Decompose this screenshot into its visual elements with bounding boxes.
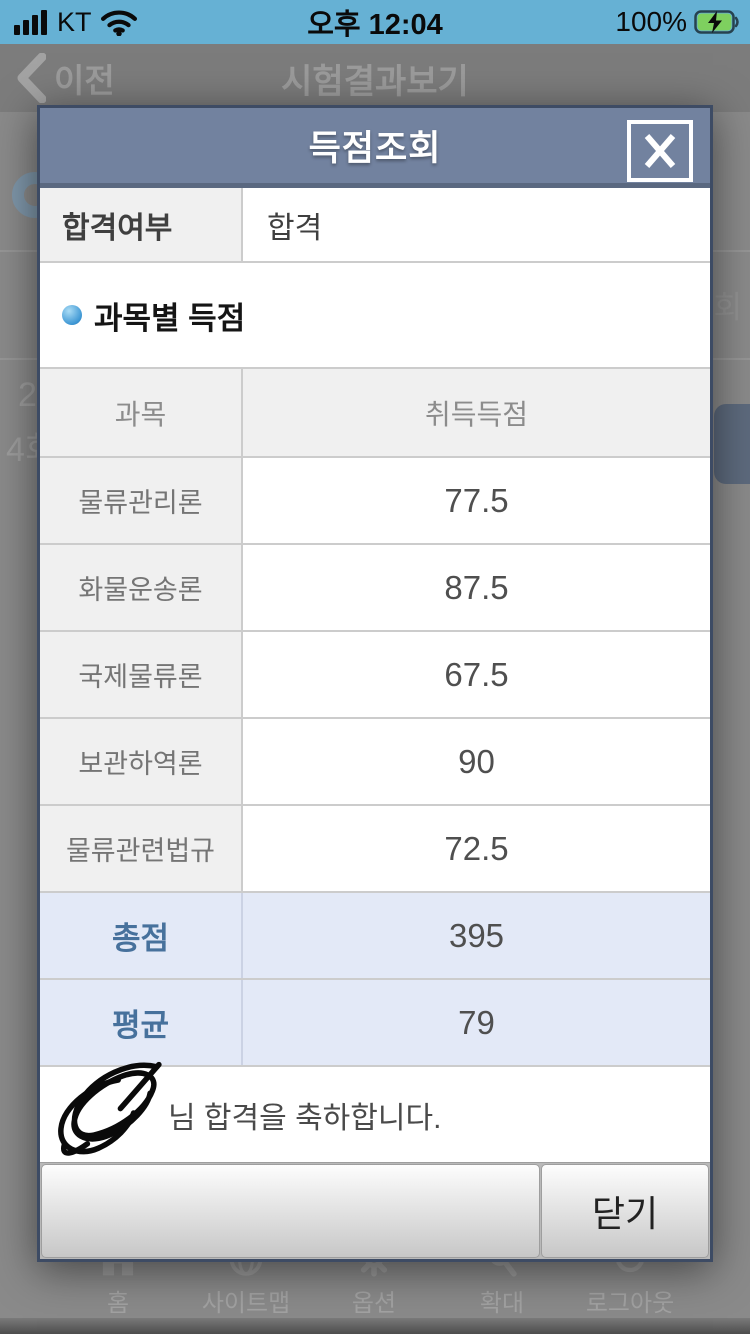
column-header-score: 취득득점: [243, 369, 710, 456]
close-icon: [644, 134, 676, 168]
bottom-nav: 홈 사이트맵 옵션: [0, 1242, 750, 1318]
score-rows: 물류관리론 77.5 화물운송론 87.5 국제물류론 67.5 보관하역론 9…: [40, 458, 710, 893]
summary-row: 평균 79: [40, 980, 710, 1067]
close-dialog-button[interactable]: 닫기: [541, 1164, 709, 1258]
congratulation-message: 님 합격을 축하합니다.: [168, 1101, 442, 1135]
close-button[interactable]: [627, 120, 693, 182]
table-row: 화물운송론 87.5: [40, 545, 710, 632]
wifi-icon: [100, 10, 137, 36]
redaction-scribble: [58, 1061, 162, 1156]
bullet-icon: [62, 305, 82, 325]
table-row: 물류관리론 77.5: [40, 458, 710, 545]
modal-footer: 닫기: [40, 1162, 710, 1259]
modal-title: 득점조회: [308, 129, 442, 168]
score-cell: 87.5: [243, 545, 710, 630]
pass-status-value: 합격: [267, 211, 323, 245]
nav-label: 확대: [479, 1290, 525, 1317]
summary-label-cell: 총점: [40, 893, 243, 978]
summary-label-cell: 평균: [40, 980, 243, 1065]
summary-rows: 총점 395 평균 79: [40, 893, 710, 1067]
subject-cell: 화물운송론: [40, 545, 243, 630]
score-cell: 90: [243, 719, 710, 804]
score-table: 과목 취득득점 물류관리론 77.5 화물운송론 87.5 국제물류론 67.5: [40, 367, 710, 1067]
table-row: 국제물류론 67.5: [40, 632, 710, 719]
score-table-header: 과목 취득득점: [40, 369, 710, 458]
signal-strength-icon: [14, 10, 47, 35]
nav-label: 사이트맵: [201, 1290, 291, 1317]
nav-label: 로그아웃: [585, 1290, 675, 1317]
score-cell: 67.5: [243, 632, 710, 717]
subject-cell: 물류관리론: [40, 458, 243, 543]
summary-value-cell: 395: [243, 893, 710, 978]
pass-status-row: 합격여부 합격: [40, 188, 710, 263]
score-modal: 득점조회 합격여부 합격 과목별 득점 과목 취득득점 물류관리론 77.5: [37, 105, 713, 1262]
chevron-left-icon: [17, 53, 46, 103]
nav-item-logout[interactable]: 로그아웃: [566, 1242, 694, 1318]
modal-header: 득점조회: [40, 108, 710, 188]
bottom-edge: [0, 1318, 750, 1334]
background-partial-button: [714, 404, 750, 484]
back-button-label: 이전: [54, 62, 115, 99]
summary-value-cell: 79: [243, 980, 710, 1065]
battery-percent: 100%: [615, 6, 687, 37]
section-header: 과목별 득점: [40, 263, 710, 367]
nav-label: 홈: [106, 1290, 130, 1317]
subject-cell: 물류관련법규: [40, 806, 243, 891]
status-bar: KT 오후 12:04 100%: [0, 0, 750, 44]
table-row: 보관하역론 90: [40, 719, 710, 806]
score-cell: 77.5: [243, 458, 710, 543]
background-partial-text: 회: [713, 290, 742, 325]
congratulation-message-row: 님 합격을 축하합니다.: [40, 1061, 710, 1162]
back-button[interactable]: 이전: [0, 53, 115, 103]
background-page-title: 시험결과보기: [281, 62, 469, 101]
table-row: 물류관련법규 72.5: [40, 806, 710, 893]
subject-cell: 보관하역론: [40, 719, 243, 804]
section-title: 과목별 득점: [94, 300, 246, 336]
subject-cell: 국제물류론: [40, 632, 243, 717]
clock: 오후 12:04: [307, 9, 443, 41]
column-header-subject: 과목: [40, 369, 243, 456]
background-page-header: 이전 시험결과보기: [0, 44, 750, 112]
score-cell: 72.5: [243, 806, 710, 891]
nav-label: 옵션: [351, 1290, 397, 1317]
battery-charging-icon: [694, 10, 739, 34]
summary-row: 총점 395: [40, 893, 710, 980]
footer-blank-button[interactable]: [41, 1164, 540, 1258]
pass-status-label: 합격여부: [40, 188, 243, 261]
carrier-label: KT: [57, 6, 92, 37]
